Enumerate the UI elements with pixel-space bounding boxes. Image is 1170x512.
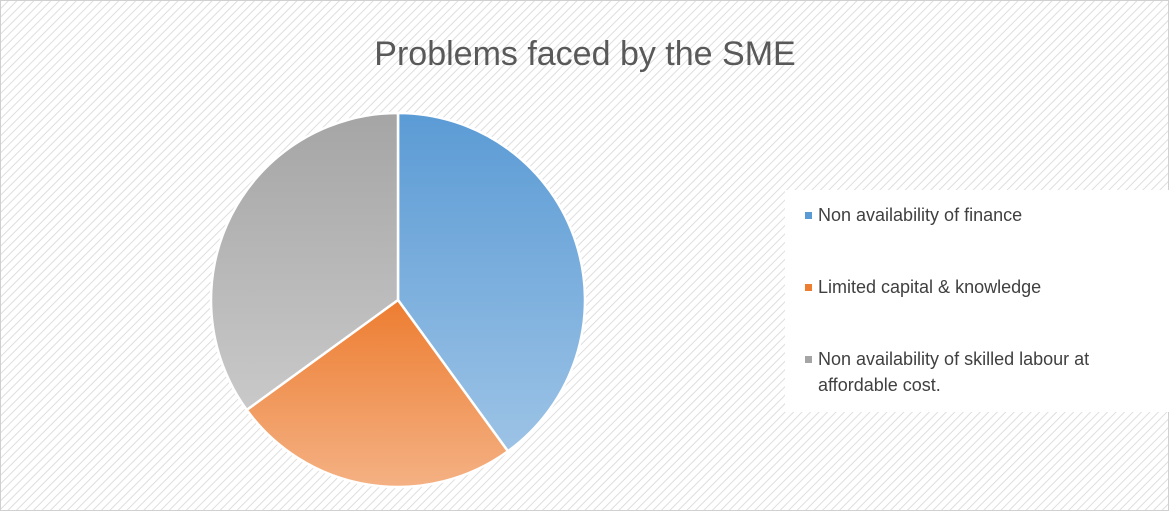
legend-label: Limited capital & knowledge — [818, 277, 1042, 297]
legend-swatch — [805, 284, 812, 291]
legend-swatch — [805, 356, 812, 363]
pie-slice — [244, 298, 510, 489]
legend-label: Non availability of skilled labour at af… — [818, 349, 1090, 395]
legend-item: Non availability of skilled labour at af… — [805, 346, 1135, 398]
legend-item: Limited capital & knowledge — [805, 274, 1135, 300]
pie — [209, 111, 587, 489]
legend-label: Non availability of finance — [818, 205, 1023, 225]
legend-item: Non availability of finance — [805, 202, 1135, 228]
pie-slice — [396, 111, 587, 454]
legend-swatch — [805, 212, 812, 219]
pie-slice — [209, 111, 400, 412]
legend: Non availability of finance Limited capit… — [785, 190, 1170, 412]
chart-title: Problems faced by the SME — [374, 35, 795, 73]
